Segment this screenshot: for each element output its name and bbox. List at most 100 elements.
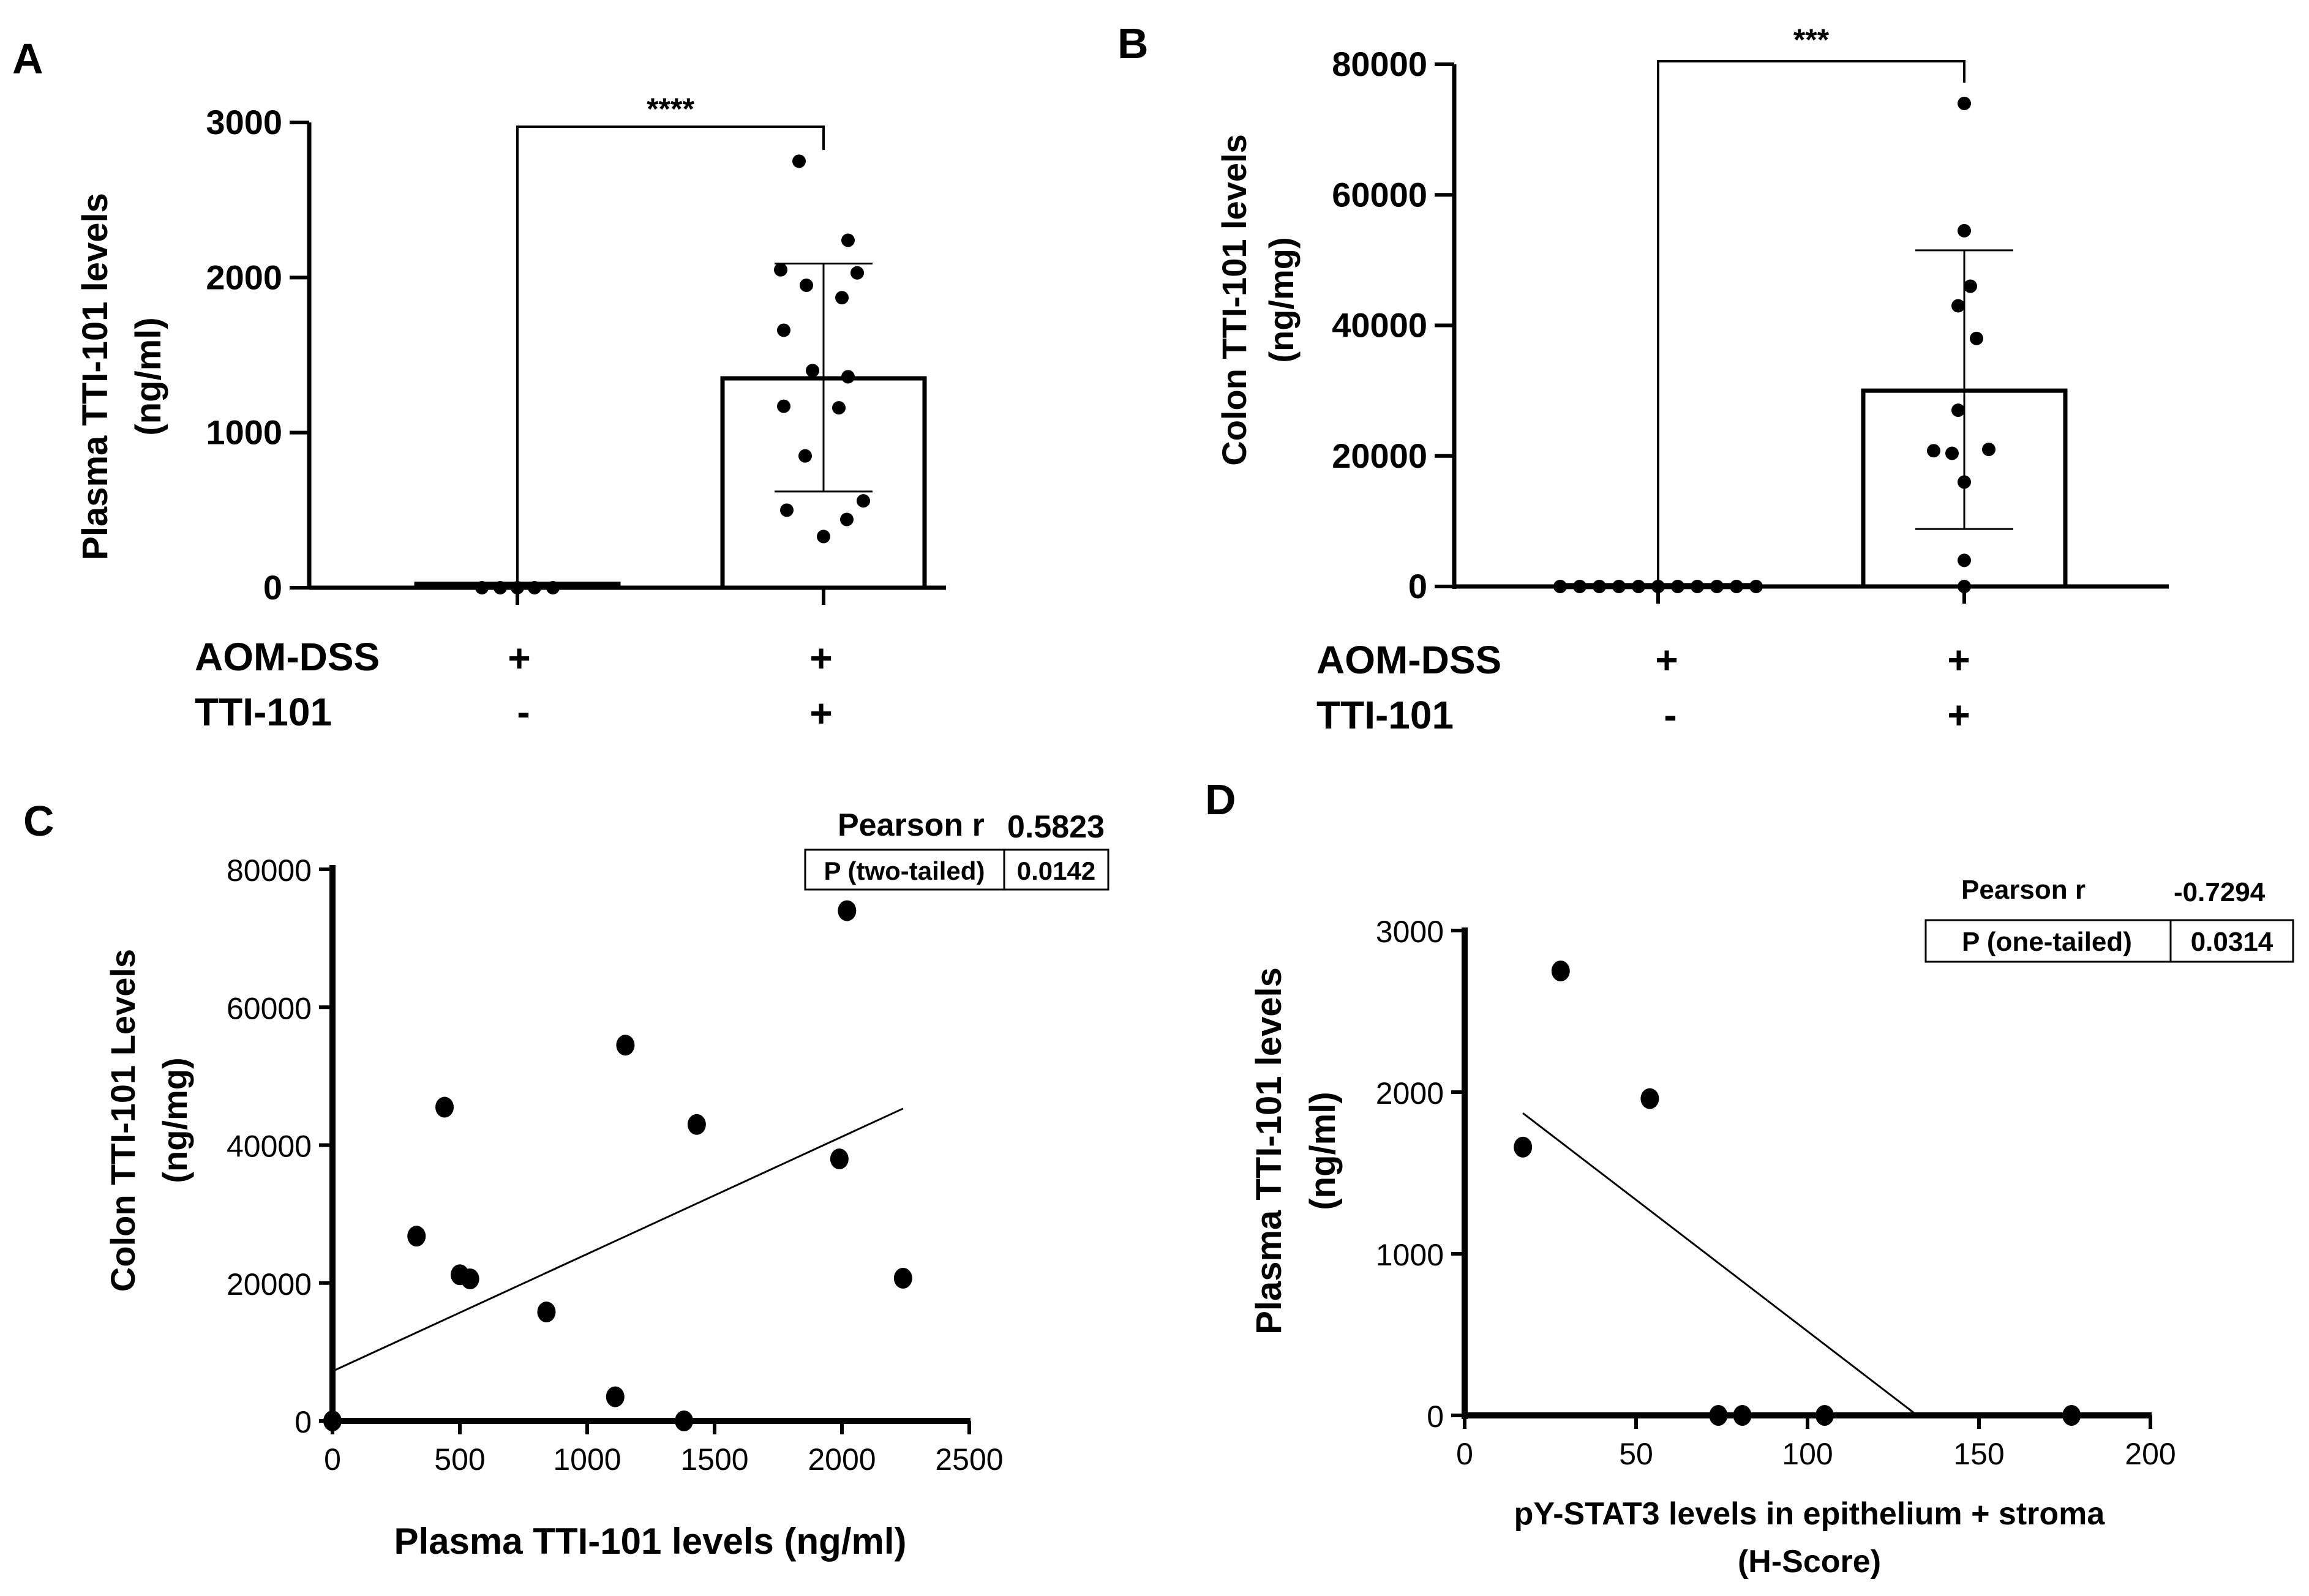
panel-a-ylabel-unit: (ng/ml) <box>129 317 168 435</box>
panel-a-cond2-val2: + <box>809 691 832 735</box>
panel-c-point <box>407 1226 426 1247</box>
panel-a-cond1-label: AOM-DSS <box>195 635 380 679</box>
panel-letter-b: B <box>1117 20 1149 67</box>
panel-a-cond1-val2: + <box>809 636 832 680</box>
panel-c-point <box>675 1411 694 1431</box>
panel-b-ylabel: Colon TTI-101 levels <box>1215 134 1253 466</box>
panel-b-cond2-val2: + <box>1947 693 1970 737</box>
panel-a-x-ticks <box>516 588 825 605</box>
panel-a-point <box>840 512 854 526</box>
panel-c-point <box>830 1148 849 1170</box>
panel-c-ytick-label: 80000 <box>227 853 312 888</box>
panel-b-cond1-label: AOM-DSS <box>1316 638 1501 682</box>
panel-b-point <box>1945 446 1959 460</box>
panel-b-cond1-val1: + <box>1655 638 1678 682</box>
panel-b-point <box>1958 553 1971 568</box>
panel-d-xtick-label: 50 <box>1619 1437 1653 1471</box>
panel-a-point <box>475 581 489 594</box>
panel-c-point <box>616 1035 635 1056</box>
panel-d-p-table <box>1924 919 2294 963</box>
panel-a-point <box>494 581 507 594</box>
panel-d-ytick-label: 3000 <box>1376 915 1444 949</box>
panel-a-point <box>792 154 806 168</box>
panel-d-y-ticks: 0 1000 2000 3000 <box>1376 915 1465 1434</box>
panel-c-points <box>323 900 912 1431</box>
panel-b-y-ticks: 0 20000 40000 60000 80000 <box>1332 45 1454 605</box>
panel-c-x-ticks: 0 500 1000 1500 2000 2500 <box>324 1421 1004 1477</box>
panel-b-point <box>1927 444 1940 458</box>
panel-a-point <box>798 449 812 463</box>
panel-d-xtick-label: 0 <box>1456 1437 1473 1471</box>
panel-b-point <box>1710 580 1724 593</box>
panel-d-point <box>1640 1088 1659 1109</box>
panel-c-ytick-label: 0 <box>295 1405 312 1439</box>
panel-d: D Plasma TTI-101 levels (ng/ml) 01000200… <box>1205 776 2294 1579</box>
panel-d-point <box>1514 1136 1533 1158</box>
panel-b-point <box>1612 580 1626 593</box>
panel-b-point <box>1632 580 1645 593</box>
panel-b-cond1-val2: + <box>1947 638 1970 682</box>
panel-b-point <box>1593 580 1606 593</box>
panel-c-pearson-value: 0.5823 <box>1007 809 1105 845</box>
panel-b: B Colon TTI-101 levels (ng/mg) 0 20000 400… <box>1117 20 2169 737</box>
panel-d-ylabel: Plasma TTI-101 levels <box>1249 967 1289 1335</box>
panel-d-point <box>1709 1405 1728 1426</box>
panel-b-point <box>1951 299 1965 313</box>
panel-b-ytick-label: 40000 <box>1332 306 1427 345</box>
panel-b-point <box>1958 96 1971 110</box>
panel-a-ytick-label: 2000 <box>206 258 282 296</box>
panel-c-p-label: P (two-tailed) <box>824 856 985 885</box>
panel-b-point <box>1982 443 1996 457</box>
panel-c-point <box>460 1268 479 1289</box>
panel-b-point <box>1573 580 1586 593</box>
panel-d-p-label: P (one-tailed) <box>1962 927 2132 957</box>
panel-c-xtick-label: 1500 <box>680 1442 748 1477</box>
panel-a-cond2-label: TTI-101 <box>195 690 332 734</box>
panel-b-point <box>1958 475 1971 489</box>
panel-a-cond1-val1: + <box>508 636 530 680</box>
panel-b-points <box>1553 96 1996 593</box>
panel-b-ytick-label: 20000 <box>1332 436 1427 475</box>
panel-c-pearson-label: Pearson r <box>838 807 985 843</box>
panel-b-significance-label: *** <box>1793 23 1830 57</box>
panel-a-ytick-label: 3000 <box>206 103 282 141</box>
panel-a-ytick-label: 1000 <box>206 413 282 452</box>
panel-b-point <box>1691 580 1704 593</box>
panel-letter-d: D <box>1205 776 1236 823</box>
panel-a: A Plasma TTI-101 levels (ng/ml) 0 1000 200… <box>12 35 946 735</box>
panel-d-ytick-label: 2000 <box>1376 1076 1444 1111</box>
panel-b-point <box>1964 279 1977 293</box>
panel-b-point <box>1958 580 1971 593</box>
panel-b-point <box>1958 223 1971 238</box>
panel-a-point <box>832 401 846 415</box>
panel-a-points <box>475 154 870 594</box>
panel-d-ylabel-unit: (ng/ml) <box>1303 1092 1343 1210</box>
panel-d-fit-line <box>1522 1112 1918 1417</box>
panel-c-point <box>537 1302 556 1323</box>
panel-d-point <box>1551 961 1570 981</box>
panel-b-point <box>1730 580 1743 593</box>
panel-c-xtick-label: 0 <box>324 1442 341 1477</box>
panel-a-bars <box>414 263 927 590</box>
panel-a-significance-bracket <box>516 126 825 588</box>
panel-a-point <box>800 279 813 292</box>
panel-a-point <box>777 399 790 413</box>
panel-d-xlabel: pY-STAT3 levels in epithelium + stroma <box>1514 1496 2106 1532</box>
panel-b-point <box>1749 580 1763 593</box>
panel-c-point <box>893 1267 912 1289</box>
panel-d-pearson-label: Pearson r <box>1961 875 2086 905</box>
panel-c-y-ticks: 0 20000 40000 60000 80000 <box>227 853 332 1439</box>
panel-b-cond2-val1: - <box>1664 693 1676 737</box>
panel-c-p-table <box>804 849 1109 891</box>
panel-c-p-value: 0.0142 <box>1017 856 1095 885</box>
panel-a-point <box>835 291 849 305</box>
panel-a-y-ticks: 0 1000 2000 3000 <box>206 103 309 607</box>
panel-b-bars <box>1555 249 2068 590</box>
panel-d-points <box>1514 961 2081 1426</box>
panel-letter-c: C <box>23 797 54 845</box>
panel-c-point <box>838 900 857 921</box>
panel-b-ylabel-unit: (ng/mg) <box>1262 237 1301 362</box>
panel-a-ylabel: Plasma TTI-101 levels <box>75 193 115 560</box>
panel-b-ytick-label: 80000 <box>1332 45 1427 83</box>
